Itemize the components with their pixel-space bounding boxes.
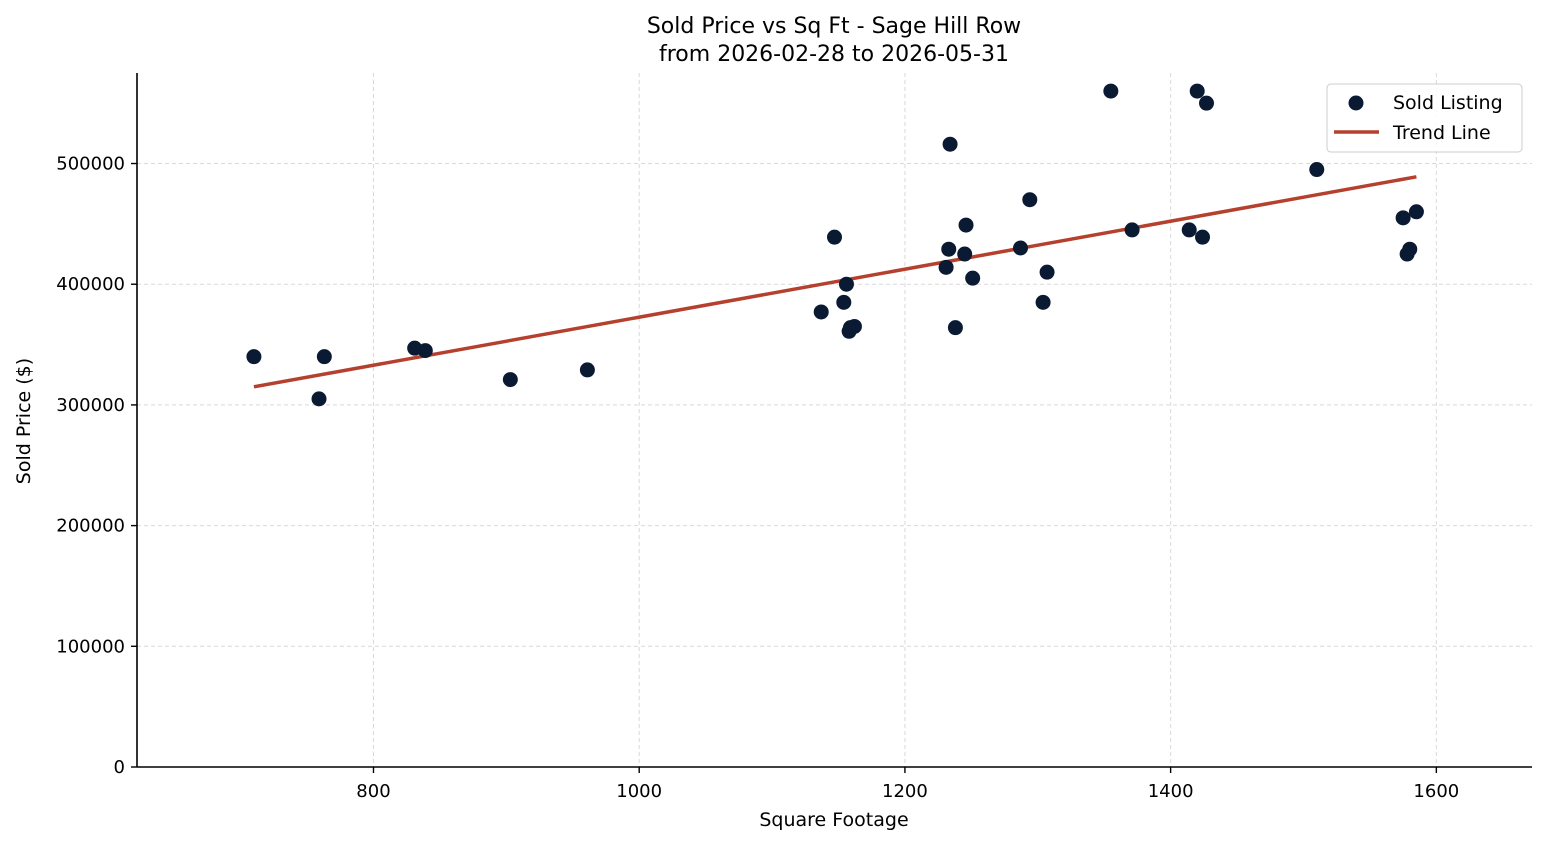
data-point — [813, 304, 829, 320]
y-tick-label: 100000 — [56, 636, 125, 657]
chart-title: Sold Price vs Sq Ft - Sage Hill Row — [647, 14, 1021, 39]
y-tick-label: 200000 — [56, 516, 125, 537]
trend-line — [253, 175, 1417, 389]
data-point — [316, 349, 332, 365]
data-point — [965, 270, 981, 286]
legend-label-trend-line: Trend Line — [1392, 122, 1491, 144]
x-tick-label: 800 — [356, 781, 390, 802]
data-point — [1189, 83, 1205, 99]
y-tick-label: 400000 — [56, 274, 125, 295]
data-point — [836, 294, 852, 310]
ticks: 800 1000 1200 1400 1600 0 100000 200000 300000 40… — [56, 154, 1459, 802]
y-axis-label: Sold Price ($) — [13, 358, 35, 484]
data-point — [579, 362, 595, 378]
x-tick-label: 1600 — [1413, 781, 1459, 802]
legend-box — [1326, 83, 1523, 153]
data-point — [1013, 240, 1028, 256]
data-point — [1309, 162, 1325, 178]
data-point — [502, 372, 518, 388]
data-point — [1195, 229, 1211, 245]
data-point — [1022, 192, 1038, 208]
data-point — [246, 349, 262, 365]
data-point — [947, 320, 963, 336]
data-point — [957, 246, 973, 262]
data-point — [1408, 204, 1424, 220]
data-point — [1124, 222, 1140, 238]
data-point — [938, 259, 954, 275]
x-tick-label: 1200 — [882, 781, 928, 802]
points-layer — [246, 83, 1424, 407]
y-tick-label: 0 — [114, 757, 125, 778]
chart-subtitle: from 2026-02-28 to 2026-05-31 — [659, 42, 1009, 67]
data-point — [1103, 83, 1119, 99]
grid — [137, 73, 1532, 767]
data-point — [417, 343, 433, 359]
data-point — [942, 136, 958, 152]
data-point — [846, 318, 862, 334]
data-point — [311, 391, 327, 407]
y-tick-label: 300000 — [56, 395, 125, 416]
y-tick-label: 500000 — [56, 154, 125, 175]
legend-label-sold-listing: Sold Listing — [1393, 92, 1503, 114]
legend: Sold Listing Trend Line — [1326, 83, 1523, 153]
data-point — [1395, 210, 1411, 226]
trend-line-layer — [253, 175, 1417, 389]
data-point — [1039, 264, 1055, 280]
x-tick-label: 1400 — [1148, 781, 1194, 802]
data-point — [1199, 95, 1214, 111]
data-point — [941, 241, 957, 257]
legend-marker-sold-listing — [1348, 95, 1364, 111]
x-axis-label: Square Footage — [759, 809, 908, 831]
data-point — [838, 276, 854, 292]
axes — [136, 73, 1532, 768]
data-point — [827, 229, 842, 245]
data-point — [958, 217, 974, 233]
x-tick-label: 1000 — [616, 781, 662, 802]
data-point — [1181, 222, 1197, 238]
data-point — [1402, 241, 1418, 257]
data-point — [1035, 294, 1051, 310]
